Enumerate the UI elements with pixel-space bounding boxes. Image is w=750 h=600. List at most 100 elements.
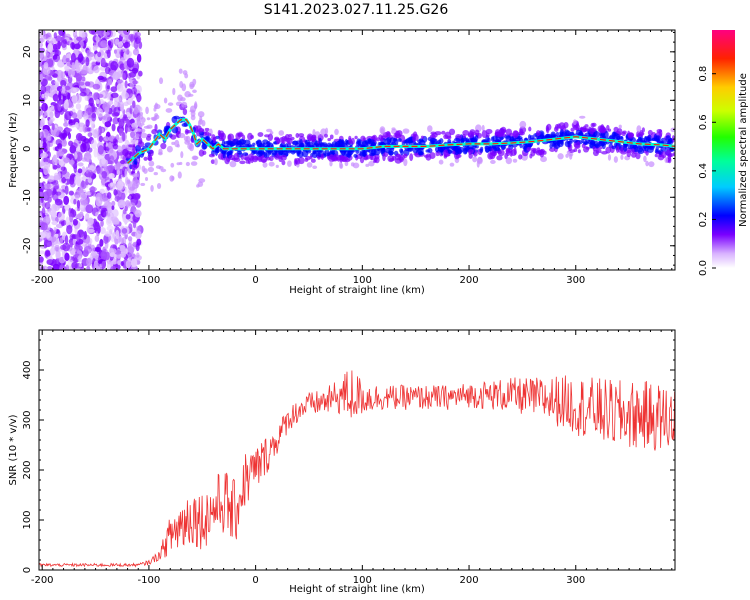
heatmap-cell: [115, 229, 120, 240]
heatmap-cell: [560, 139, 564, 145]
heatmap-cell: [125, 260, 131, 269]
heatmap-cell: [462, 130, 470, 136]
heatmap-cell: [508, 143, 514, 150]
heatmap-cell: [526, 146, 531, 152]
heatmap-cell: [100, 219, 104, 227]
heatmap-cell: [400, 148, 404, 156]
heatmap-cell: [645, 160, 649, 167]
heatmap-cell: [639, 130, 644, 138]
heatmap-cell: [123, 30, 131, 35]
heatmap-cell: [52, 164, 58, 170]
y-tick-label: 200: [22, 460, 33, 479]
heatmap-cell: [120, 49, 124, 57]
colorbar: 0.0 0.2 0.4 0.6 0.8 Normalized spectral ampl…: [698, 30, 749, 276]
x-tick-label: 0: [252, 275, 258, 286]
heatmap-cell: [47, 175, 56, 183]
heatmap-cell: [184, 128, 189, 135]
heatmap-cell: [71, 112, 78, 119]
heatmap-cell: [93, 65, 100, 74]
heatmap-cell: [370, 148, 376, 156]
heatmap-cell: [129, 118, 135, 125]
snr-axes-frame: [38, 329, 676, 571]
x-tick-label: 100: [353, 575, 372, 586]
heatmap-cell: [529, 135, 535, 140]
heatmap-cell: [519, 128, 524, 136]
heatmap-cell: [101, 260, 107, 269]
heatmap-cell: [664, 156, 669, 164]
heatmap-cell: [250, 155, 254, 164]
heatmap-cell: [43, 183, 52, 189]
heatmap-cell: [145, 136, 152, 141]
heatmap-cell: [86, 49, 92, 57]
heatmap-cell: [153, 107, 157, 112]
heatmap-cell: [453, 137, 461, 142]
heatmap-cell: [278, 130, 285, 136]
heatmap-cell: [138, 137, 143, 145]
heatmap-cell: [39, 72, 44, 83]
heatmap-cell: [39, 182, 45, 193]
heatmap-cell: [126, 119, 131, 128]
heatmap-cell: [204, 127, 210, 132]
heatmap-cell: [67, 68, 76, 78]
heatmap-cell: [187, 93, 194, 97]
heatmap-cell: [391, 155, 397, 161]
heatmap-cell: [140, 182, 146, 187]
heatmap-cell: [189, 81, 195, 90]
heatmap-cell: [71, 94, 78, 104]
heatmap-cell: [623, 145, 628, 152]
heatmap-cell: [328, 154, 335, 160]
heatmap-cell: [92, 83, 101, 90]
heatmap-cell: [172, 87, 176, 96]
heatmap-cell: [63, 157, 70, 163]
heatmap-cell: [77, 53, 84, 62]
heatmap-cell: [495, 131, 502, 137]
heatmap-cell: [54, 198, 63, 206]
heatmap-cell: [112, 71, 121, 81]
heatmap-cell: [39, 51, 44, 61]
heatmap-cell: [170, 162, 175, 168]
heatmap-cell: [72, 87, 80, 93]
heatmap-cell: [108, 100, 114, 106]
heatmap-cell: [65, 57, 70, 63]
colorbar-ticks: 0.0 0.2 0.4 0.6 0.8: [698, 66, 716, 276]
heatmap-cell: [138, 41, 143, 49]
heatmap-cell: [83, 230, 87, 240]
heatmap-cell: [257, 132, 264, 137]
heatmap-cell: [413, 152, 418, 156]
heatmap-cell: [61, 39, 67, 49]
heatmap-cell: [198, 149, 205, 157]
heatmap-cell: [115, 48, 121, 59]
heatmap-cell: [329, 160, 333, 167]
heatmap-cell: [181, 101, 188, 108]
heatmap-cell: [57, 102, 62, 112]
heatmap-cell: [134, 128, 142, 133]
heatmap-cell: [69, 175, 75, 185]
heatmap-cell: [97, 30, 105, 38]
heatmap-cell: [43, 147, 48, 152]
heatmap-cell: [46, 188, 53, 197]
heatmap-cell: [146, 117, 151, 121]
heatmap-cell: [94, 234, 100, 242]
heatmap-cell: [86, 222, 92, 228]
heatmap-cell: [354, 135, 358, 140]
spectrogram-y-label: Frequency (Hz): [8, 112, 19, 188]
heatmap-cell: [101, 157, 106, 165]
heatmap-cell: [661, 151, 667, 159]
x-tick-label: 200: [460, 575, 479, 586]
heatmap-cell: [117, 145, 123, 153]
heatmap-cell: [62, 95, 66, 102]
heatmap-cell: [61, 171, 70, 179]
heatmap-cell: [49, 111, 54, 119]
heatmap-cell: [177, 171, 182, 179]
heatmap-cell: [268, 161, 275, 167]
heatmap-cell: [90, 125, 95, 135]
heatmap-cell: [391, 127, 396, 131]
colorbar-gradient: [712, 30, 735, 268]
heatmap-cell: [239, 160, 246, 165]
heatmap-cell: [432, 138, 438, 146]
heatmap-cell: [356, 138, 361, 145]
heatmap-cell: [97, 145, 104, 155]
heatmap-cell: [532, 148, 537, 154]
heatmap-cell: [190, 161, 198, 166]
